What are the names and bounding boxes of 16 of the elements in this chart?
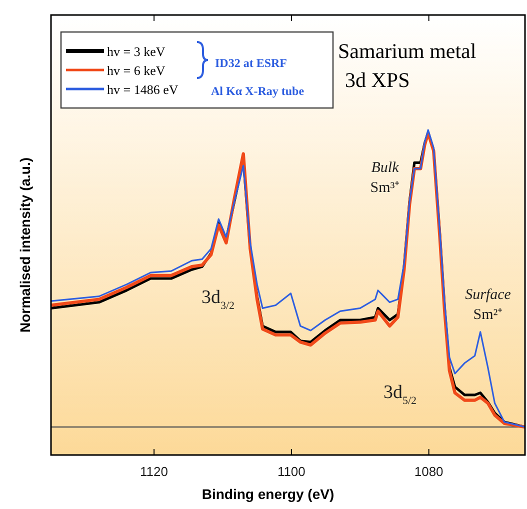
legend-label: hv = 6 keV (107, 63, 166, 78)
x-tick-label: 1080 (414, 464, 444, 479)
annotation: 3d$_{3/2}$ (201, 287, 235, 312)
x-tick-label: 1100 (277, 464, 306, 479)
x-tick-label: 1120 (140, 464, 168, 479)
text: ID32 at ESRF (215, 56, 288, 70)
annotation: Surface Sm²⁺ (465, 287, 512, 323)
text: Al Kα X-Ray tube (211, 84, 305, 98)
legend-label: hv = 3 keV (107, 44, 166, 59)
legend-label: hv = 1486 eV (107, 82, 179, 97)
annotation: Bulk Sm³⁺ (370, 160, 400, 196)
y-axis-title: Normalised intensity (a.u.) (17, 157, 33, 333)
chart-subtitle: 3d XPS (345, 68, 410, 92)
x-axis-title: Binding energy (eV) (202, 486, 334, 502)
annotation: 3d$_{5/2}$ (383, 382, 417, 407)
chart-title: Samarium metal (338, 39, 476, 63)
